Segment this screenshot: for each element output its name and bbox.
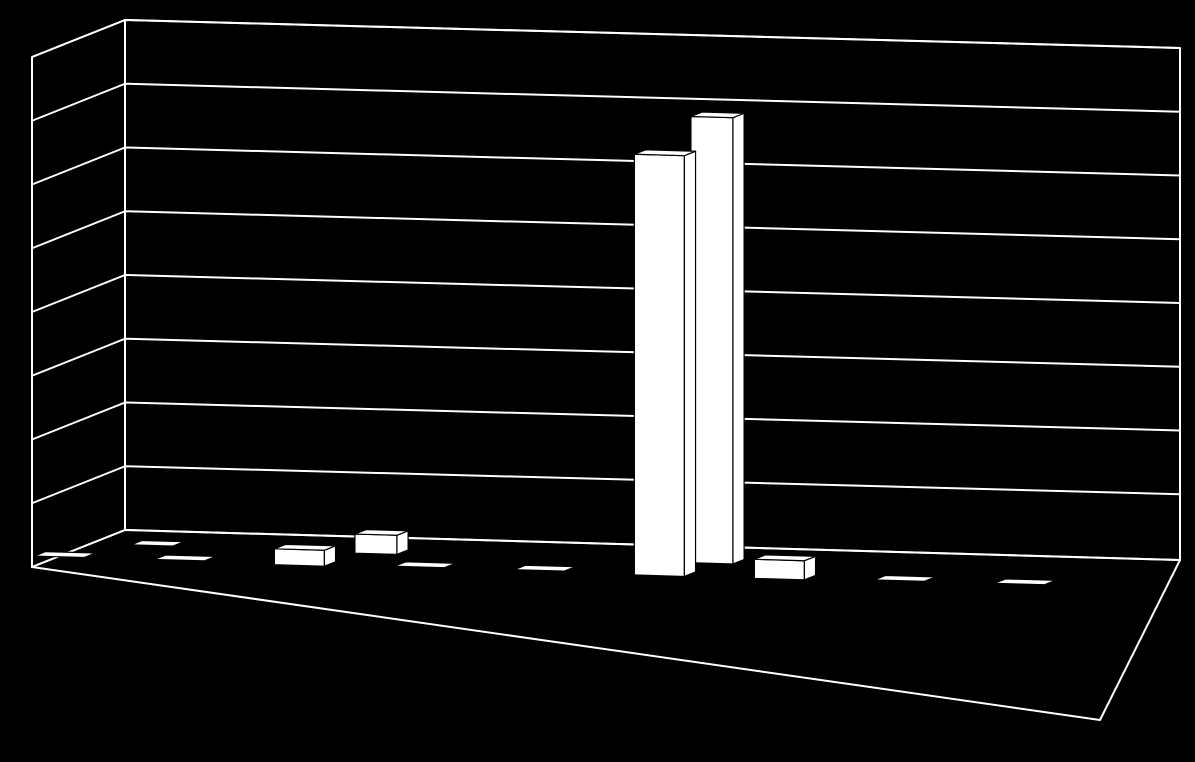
bar bbox=[154, 555, 215, 561]
bar bbox=[355, 530, 408, 555]
bar bbox=[754, 555, 815, 580]
bar bbox=[994, 579, 1055, 585]
bar bbox=[394, 562, 455, 568]
bar bbox=[874, 575, 935, 581]
bar bbox=[34, 552, 95, 558]
bar bbox=[634, 150, 695, 577]
bar bbox=[274, 544, 335, 566]
bar-chart-3d bbox=[0, 0, 1195, 762]
bar bbox=[514, 565, 575, 571]
bar bbox=[691, 112, 744, 564]
bar bbox=[131, 540, 184, 546]
